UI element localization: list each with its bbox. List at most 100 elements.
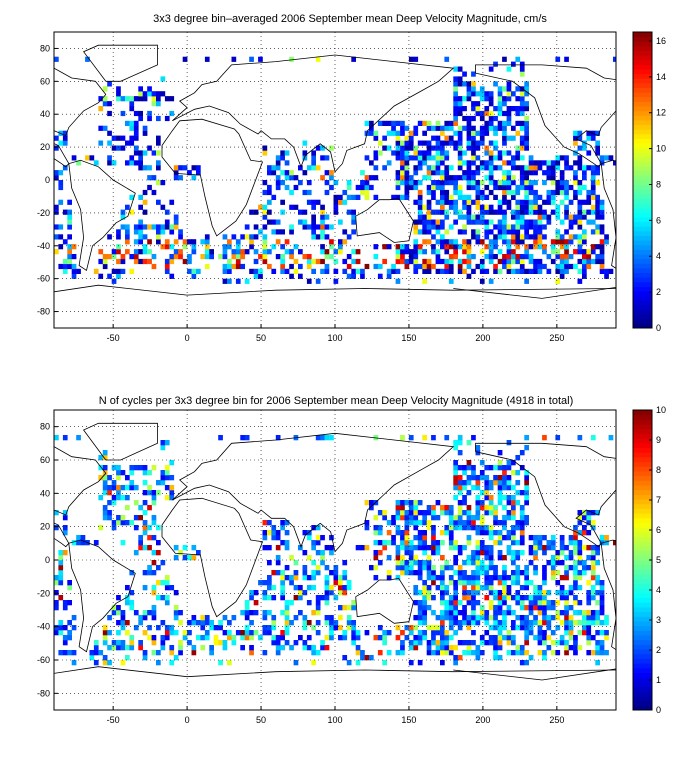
bin-cell [364, 175, 370, 181]
colorbar-segment [633, 597, 652, 603]
bin-cell [568, 254, 574, 260]
bin-cell [542, 435, 547, 441]
bin-cell [133, 249, 139, 255]
bin-cell [62, 268, 68, 274]
bin-cell [457, 263, 463, 270]
bin-cell [577, 209, 583, 215]
bin-cell [280, 229, 285, 235]
bin-cell [422, 175, 427, 181]
bin-cell [493, 194, 498, 200]
bin-cell [542, 570, 547, 576]
bin-cell [462, 81, 467, 87]
bin-cell [493, 263, 498, 270]
bin-cell [484, 125, 490, 131]
bin-cell [178, 165, 183, 171]
bin-cell [502, 189, 507, 196]
bin-cell [595, 130, 600, 136]
bin-cell [502, 615, 507, 621]
bin-cell [466, 135, 472, 141]
bin-cell [382, 515, 387, 521]
bin-cell [178, 550, 183, 556]
bin-cell [453, 244, 458, 250]
bin-cell [550, 194, 556, 200]
bin-cell [453, 239, 458, 245]
bin-cell [400, 435, 405, 441]
data-bins [54, 56, 616, 284]
bin-cell [404, 160, 410, 166]
bin-cell [377, 140, 383, 146]
bin-cell [457, 110, 463, 117]
bin-cell [568, 263, 574, 270]
bin-cell [466, 475, 472, 481]
bin-cell [373, 194, 379, 200]
bin-cell [537, 630, 543, 636]
bin-cell [373, 135, 379, 141]
bin-cell [440, 125, 445, 131]
bin-cell [457, 550, 463, 556]
bin-cell [346, 273, 352, 279]
bin-cell [178, 254, 183, 260]
bin-cell [573, 595, 578, 601]
bin-cell [213, 640, 219, 646]
bin-cell [417, 229, 423, 235]
bin-cell [338, 199, 343, 205]
bin-cell [564, 229, 569, 235]
bin-cell [262, 535, 268, 541]
bin-cell [493, 575, 498, 581]
bin-cell [249, 244, 254, 250]
y-tick-label: -60 [37, 274, 50, 284]
bin-cell [444, 530, 450, 536]
bin-cell [475, 615, 481, 621]
bin-cell [550, 160, 556, 166]
bin-cell [382, 165, 387, 171]
bin-cell [502, 525, 507, 531]
bin-cell [506, 500, 512, 506]
colorbar-segment [633, 466, 652, 472]
bin-cell [488, 615, 494, 621]
bin-cell [408, 515, 414, 521]
bin-cell [129, 140, 135, 146]
bin-cell [417, 565, 423, 571]
bin-cell [497, 209, 503, 215]
bin-cell [107, 234, 112, 240]
bin-cell [342, 575, 348, 581]
bin-cell [435, 540, 441, 546]
bin-cell [577, 249, 583, 255]
y-tick-label: 40 [40, 488, 50, 498]
bin-cell [320, 214, 325, 220]
bin-cell [369, 184, 374, 191]
bin-cell [573, 180, 578, 186]
bin-cell [515, 229, 521, 235]
bin-cell [453, 580, 458, 586]
bin-cell [568, 620, 574, 626]
bin-cell [457, 125, 463, 131]
bin-cell [293, 660, 299, 666]
bin-cell [191, 650, 197, 656]
bin-cell [573, 650, 578, 656]
bin-cell [440, 258, 445, 265]
bin-cell [595, 640, 600, 646]
bin-cell [573, 565, 578, 571]
bin-cell [555, 234, 561, 240]
bin-cell [111, 135, 117, 141]
bin-cell [147, 249, 152, 255]
coastline [355, 577, 414, 624]
bin-cell [453, 645, 458, 651]
bin-cell [408, 140, 414, 146]
bin-cell [408, 640, 414, 646]
bin-cell [191, 555, 197, 561]
bin-cell [138, 515, 143, 521]
bin-cell [395, 575, 401, 581]
bin-cell [466, 490, 472, 496]
bin-cell [218, 254, 223, 260]
bin-cell [413, 600, 419, 606]
bin-cell [320, 535, 325, 541]
bin-cell [542, 160, 547, 166]
bin-cell [386, 650, 392, 656]
bin-cell [577, 135, 583, 141]
bin-cell [129, 520, 135, 526]
bin-cell [333, 209, 339, 215]
bin-cell [590, 595, 596, 601]
bin-cell [466, 580, 472, 586]
bin-cell [542, 545, 547, 551]
